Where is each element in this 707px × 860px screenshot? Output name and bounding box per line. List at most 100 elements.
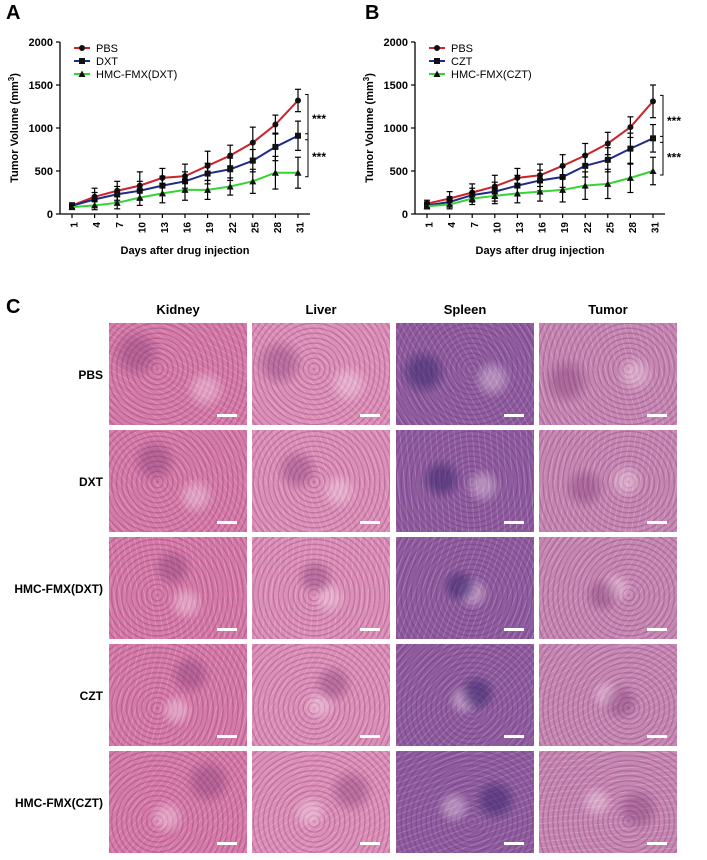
data-point-HMC-FMX(CZT) bbox=[468, 195, 476, 202]
x-tick-label: 4 bbox=[447, 222, 458, 228]
legend-label: HMC-FMX(DXT) bbox=[96, 69, 177, 81]
legend-marker bbox=[78, 70, 86, 77]
data-point-PBS bbox=[272, 121, 279, 128]
x-tick-label: 10 bbox=[137, 222, 148, 234]
scale-bar bbox=[217, 628, 237, 631]
histology-image-liver bbox=[252, 751, 390, 853]
y-axis-label: Tumor Volume (mm3) bbox=[362, 73, 377, 183]
data-point-HMC-FMX(CZT) bbox=[649, 167, 657, 174]
y-tick-label: 2000 bbox=[384, 37, 408, 49]
panel-label-a: A bbox=[6, 2, 21, 24]
x-tick-label: 7 bbox=[115, 222, 126, 228]
data-point-PBS bbox=[627, 124, 634, 131]
legend-label: CZT bbox=[451, 56, 473, 68]
x-tick-label: 25 bbox=[250, 222, 261, 234]
row-header: DXT bbox=[79, 475, 103, 489]
x-tick-label: 25 bbox=[605, 222, 616, 234]
data-point-CZT bbox=[627, 145, 634, 152]
scale-bar bbox=[504, 735, 524, 738]
data-point-HMC-FMX(CZT) bbox=[491, 192, 499, 199]
chart-a: 0 500 1000 1500 2000 1 4 7 10 13 16 19 22 25 28 31 Days … bbox=[7, 37, 327, 257]
significance-bracket bbox=[305, 93, 309, 141]
histology-image-tumor bbox=[539, 323, 677, 425]
column-header-spleen: Spleen bbox=[443, 302, 487, 317]
x-tick-label: 31 bbox=[651, 222, 662, 234]
row-header: HMC-FMX(CZT) bbox=[15, 796, 103, 810]
data-point-HMC-FMX(CZT) bbox=[536, 188, 544, 195]
scale-bar bbox=[504, 628, 524, 631]
y-tick-label: 1000 bbox=[29, 123, 53, 135]
scale-bar bbox=[504, 414, 524, 417]
scale-bar bbox=[647, 628, 667, 631]
histology-image-tumor bbox=[539, 430, 677, 532]
x-tick-label: 22 bbox=[583, 222, 594, 234]
data-point-HMC-FMX(CZT) bbox=[626, 174, 634, 181]
row-header: CZT bbox=[79, 689, 103, 703]
x-axis-label: Days after drug injection bbox=[476, 245, 605, 257]
data-point-DXT bbox=[227, 166, 234, 173]
column-header-liver: Liver bbox=[305, 302, 337, 317]
panel-label-b: B bbox=[365, 2, 380, 24]
data-point-HMC-FMX(DXT) bbox=[68, 203, 76, 211]
scale-bar bbox=[217, 521, 237, 524]
y-tick-label: 0 bbox=[47, 209, 53, 221]
y-tick-label: 1500 bbox=[384, 80, 408, 92]
data-point-CZT bbox=[537, 177, 543, 184]
x-tick-label: 28 bbox=[273, 222, 284, 234]
scale-bar bbox=[360, 414, 380, 417]
data-point-HMC-FMX(DXT) bbox=[91, 201, 99, 209]
data-point-DXT bbox=[114, 191, 121, 198]
data-point-HMC-FMX(DXT) bbox=[249, 177, 257, 185]
data-point-HMC-FMX(CZT) bbox=[513, 189, 521, 197]
data-point-PBS bbox=[650, 98, 656, 105]
histology-image-tumor bbox=[539, 644, 677, 746]
histology-image-spleen bbox=[396, 537, 534, 639]
data-point-PBS bbox=[559, 162, 566, 169]
histology-image-kidney bbox=[109, 323, 247, 425]
x-tick-label: 16 bbox=[183, 222, 194, 234]
data-point-PBS bbox=[295, 97, 301, 104]
data-point-DXT bbox=[295, 132, 301, 139]
data-point-PBS bbox=[227, 152, 234, 159]
scale-bar bbox=[504, 521, 524, 524]
histology-image-spleen bbox=[396, 430, 534, 532]
data-point-CZT bbox=[650, 135, 656, 142]
histology-image-tumor bbox=[539, 537, 677, 639]
histology-image-kidney bbox=[109, 537, 247, 639]
legend-label: PBS bbox=[451, 43, 473, 55]
x-axis-label: Days after drug injection bbox=[121, 245, 250, 257]
y-tick-label: 1500 bbox=[29, 80, 53, 92]
histology-image-spleen bbox=[396, 323, 534, 425]
row-header: HMC-FMX(DXT) bbox=[14, 582, 103, 596]
scale-bar bbox=[217, 414, 237, 417]
histology-image-liver bbox=[252, 537, 390, 639]
histology-image-kidney bbox=[109, 751, 247, 853]
x-tick-label: 19 bbox=[205, 222, 216, 234]
histology-image-liver bbox=[252, 323, 390, 425]
legend-marker bbox=[79, 58, 85, 64]
histology-image-tumor bbox=[539, 751, 677, 853]
x-tick-label: 13 bbox=[515, 222, 526, 234]
legend-label: PBS bbox=[96, 43, 118, 55]
data-point-HMC-FMX(DXT) bbox=[226, 182, 234, 190]
chart-b: 0 500 1000 1500 2000 1 4 7 10 13 16 19 22 25 28 31 Days … bbox=[362, 37, 682, 257]
scale-bar bbox=[217, 842, 237, 845]
data-point-HMC-FMX(DXT) bbox=[181, 186, 189, 193]
legend-marker bbox=[433, 70, 441, 77]
y-tick-label: 2000 bbox=[29, 37, 53, 49]
data-point-HMC-FMX(CZT) bbox=[423, 202, 431, 210]
x-tick-label: 19 bbox=[560, 222, 571, 234]
data-point-CZT bbox=[604, 156, 611, 163]
scale-bar bbox=[647, 735, 667, 738]
y-tick-label: 500 bbox=[390, 166, 408, 178]
histology-image-spleen bbox=[396, 644, 534, 746]
x-tick-label: 31 bbox=[296, 222, 307, 234]
legend-marker bbox=[79, 45, 85, 51]
x-tick-label: 22 bbox=[228, 222, 239, 234]
data-point-HMC-FMX(DXT) bbox=[271, 169, 279, 176]
data-point-HMC-FMX(DXT) bbox=[113, 199, 121, 206]
x-tick-label: 7 bbox=[470, 222, 481, 228]
scale-bar bbox=[504, 842, 524, 845]
scale-bar bbox=[647, 521, 667, 524]
data-point-HMC-FMX(CZT) bbox=[559, 186, 567, 193]
